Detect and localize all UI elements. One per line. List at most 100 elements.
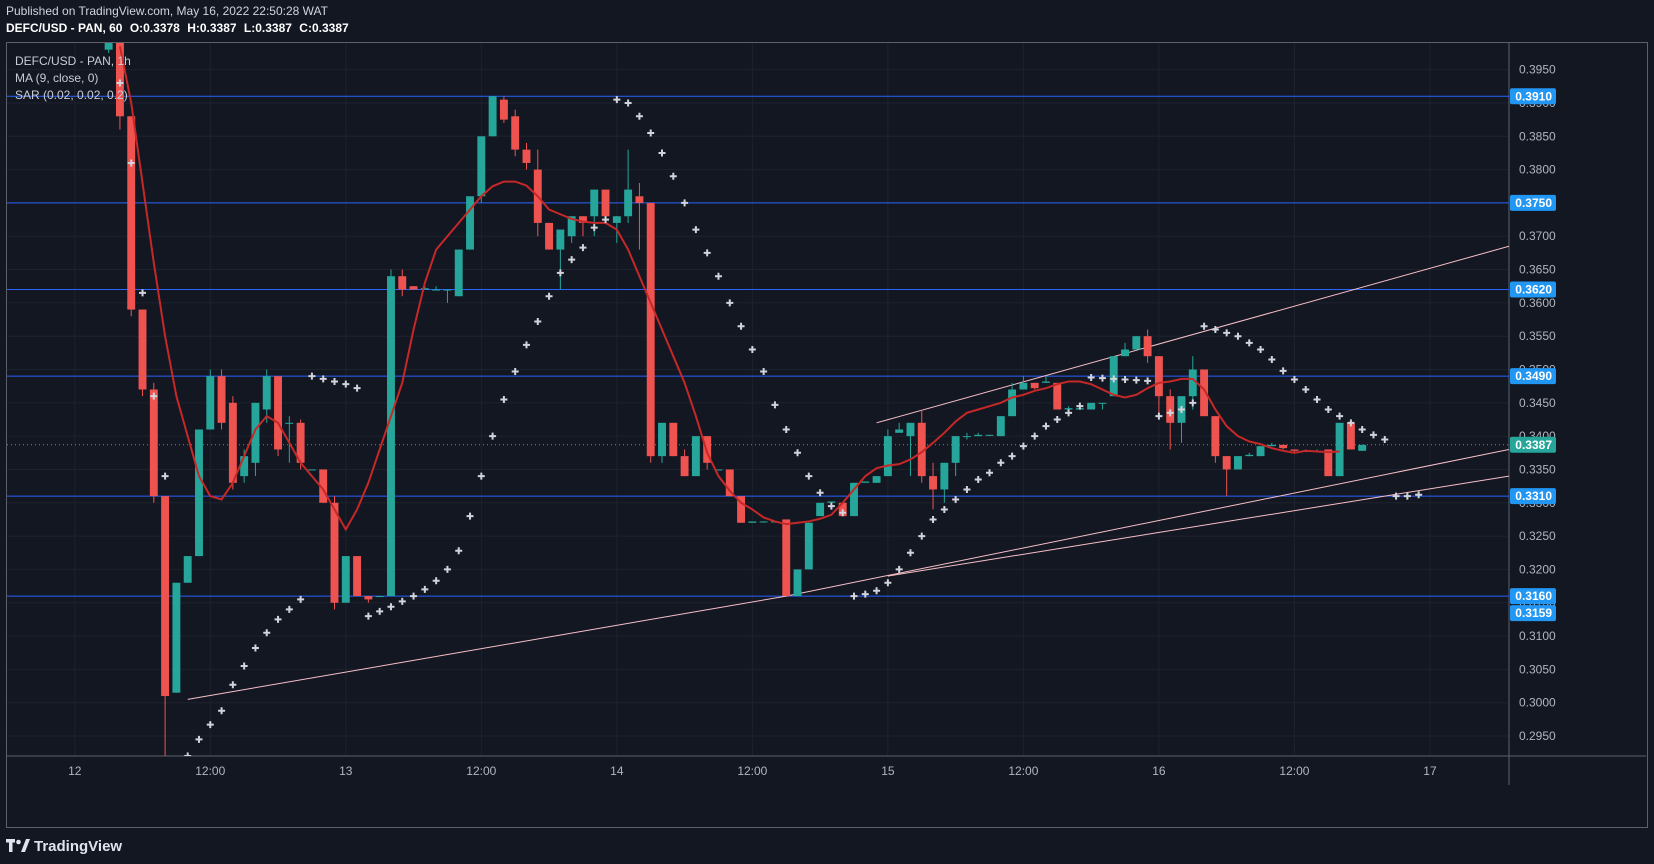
candle-body (974, 434, 983, 437)
candle-body (748, 521, 757, 523)
sar-dot (466, 512, 474, 520)
sar-dot (568, 256, 576, 264)
sar-dot (613, 96, 621, 104)
sar-dot (1189, 399, 1197, 407)
sar-dot (861, 590, 869, 598)
price-tick-label: 0.3100 (1519, 629, 1556, 643)
candle-body (251, 402, 260, 463)
sar-dot (308, 372, 316, 380)
sar-dot (737, 322, 745, 330)
candle-body (1030, 382, 1039, 389)
price-tick-label: 0.3250 (1519, 529, 1556, 543)
candle-body (556, 229, 565, 250)
candle-body (951, 436, 960, 463)
sar-dot (1200, 322, 1208, 330)
price-tick-label: 0.3350 (1519, 462, 1556, 476)
sar-dot (873, 587, 881, 595)
sar-dot (297, 595, 305, 603)
sar-dot (1245, 339, 1253, 347)
candle-body (850, 482, 858, 517)
price-level-label: 0.3387 (1515, 438, 1552, 452)
sar-dot (443, 565, 451, 573)
candle-body (149, 389, 158, 497)
candle-body (1019, 382, 1028, 390)
price-level-label: 0.3310 (1515, 489, 1552, 503)
chart-legend: DEFC/USD - PAN, 1h MA (9, close, 0) SAR … (15, 53, 131, 104)
time-tick-label: 12:00 (195, 764, 225, 778)
sar-dot (240, 662, 248, 670)
sar-dot (1178, 405, 1185, 413)
sar-dot (455, 547, 463, 555)
candle-body (488, 96, 497, 137)
chart-frame[interactable] (6, 42, 1648, 828)
sar-dot (1279, 367, 1287, 375)
candle-body (499, 99, 508, 120)
sar-dot (850, 592, 858, 600)
trendline (786, 448, 1509, 597)
time-tick-label: 12:00 (737, 764, 767, 778)
candle-body (172, 582, 181, 693)
candle-body (883, 436, 892, 477)
tradingview-brand: TradingView (34, 837, 123, 855)
sar-dot (794, 449, 802, 457)
sar-dot (1211, 326, 1219, 334)
sar-dot (116, 79, 124, 87)
sar-dot (1347, 419, 1355, 427)
candle-body (1008, 389, 1017, 417)
sar-dot (319, 375, 327, 383)
sar-dot (714, 272, 722, 280)
trendline (187, 595, 787, 700)
legend-sar: SAR (0.02, 0.02, 0.2) (15, 88, 128, 102)
sar-dot (1392, 492, 1400, 500)
price-tick-label: 0.3600 (1519, 296, 1556, 310)
candle-body (511, 116, 520, 150)
price-tick-label: 0.3650 (1519, 263, 1556, 277)
sar-dot (218, 707, 226, 715)
price-tick-label: 0.3550 (1519, 329, 1556, 343)
price-level-label: 0.3490 (1515, 369, 1552, 383)
price-level-label: 0.3750 (1515, 196, 1552, 210)
sar-dot (1257, 346, 1265, 354)
price-level-label: 0.3910 (1515, 89, 1552, 103)
price-tick-label: 0.3000 (1519, 696, 1556, 710)
candle-body (206, 376, 215, 430)
sar-dot (681, 199, 689, 207)
sar-dot (602, 216, 610, 224)
sar-dot (331, 378, 339, 386)
time-tick-label: 12:00 (1279, 764, 1309, 778)
candle-body (319, 469, 328, 503)
candle-body (1279, 444, 1288, 449)
candle-body (759, 521, 768, 523)
price-level-label: 0.3159 (1515, 606, 1552, 620)
candle-body (477, 136, 486, 197)
sar-dot (1155, 412, 1163, 420)
sar-dot (1234, 332, 1242, 340)
sar-dot (274, 615, 282, 623)
candle-body (917, 422, 926, 477)
candle-body (680, 456, 689, 477)
sar-dot (839, 509, 847, 517)
plot-layer (104, 43, 1509, 756)
time-tick-label: 14 (610, 764, 624, 778)
candle-body (240, 456, 249, 477)
price-level-badge (1510, 436, 1556, 453)
sar-dot (1144, 377, 1152, 385)
sar-dot (364, 612, 372, 620)
time-tick-label: 12:00 (466, 764, 496, 778)
candle-body (612, 216, 621, 223)
sar-dot (1381, 435, 1389, 443)
price-level-badge (1510, 368, 1556, 385)
candle-body (330, 502, 339, 603)
candle-body (1267, 444, 1276, 447)
candle-body (816, 502, 825, 517)
sar-dot (285, 605, 293, 613)
symbol-interval: DEFC/USD - PAN, 60 (6, 21, 123, 35)
candle-body (285, 422, 294, 424)
sar-dot (342, 380, 350, 388)
sar-dot (1008, 452, 1016, 460)
sar-dot (906, 549, 914, 557)
sar-dot (771, 401, 779, 409)
sar-dot (895, 565, 903, 573)
sar-dot (376, 607, 384, 615)
